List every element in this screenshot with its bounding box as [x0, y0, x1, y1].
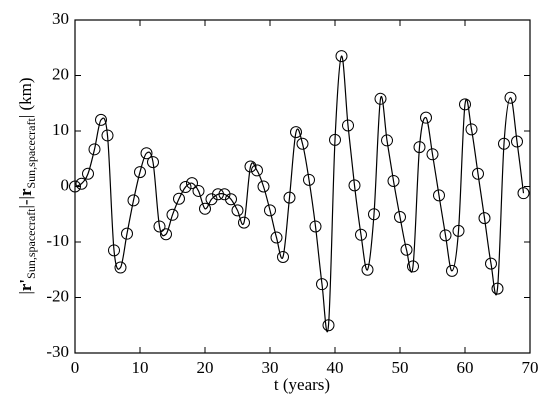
- data-point: [179, 181, 192, 194]
- data-point: [316, 278, 328, 291]
- y-label-part: Sun,spacecraft: [24, 208, 38, 279]
- y-tick-label: 0: [61, 175, 70, 194]
- data-point: [140, 147, 153, 160]
- x-tick-label: 10: [132, 358, 149, 377]
- data-point: [251, 164, 263, 177]
- data-point: [88, 143, 101, 156]
- data-point: [244, 160, 257, 173]
- data-point: [491, 282, 504, 295]
- x-tick-label: 50: [392, 358, 409, 377]
- data-point: [82, 167, 94, 180]
- y-label-part: |: [16, 291, 35, 294]
- data-point: [186, 177, 198, 190]
- data-point: [270, 231, 283, 244]
- data-point: [374, 92, 387, 105]
- data-point: [407, 260, 419, 273]
- y-tick-label: 10: [52, 120, 69, 139]
- data-point: [322, 319, 335, 332]
- data-point: [426, 148, 439, 161]
- data-point: [439, 229, 452, 242]
- x-tick-label: 0: [71, 358, 80, 377]
- data-point: [121, 227, 133, 240]
- data-point: [465, 123, 478, 136]
- x-tick-label: 70: [522, 358, 539, 377]
- data-point: [75, 177, 88, 190]
- y-label-part: |-|: [16, 196, 35, 208]
- y-label-part: | (km): [16, 77, 35, 118]
- data-point: [257, 180, 270, 193]
- data-line: [74, 55, 525, 333]
- y-label-part: Sun,spacecraft: [24, 118, 38, 189]
- data-point: [511, 135, 523, 148]
- data-point: [147, 156, 159, 169]
- plot-frame: [74, 19, 531, 354]
- data-point: [108, 244, 120, 257]
- y-label-part: r: [16, 188, 35, 196]
- data-point: [277, 250, 289, 263]
- data-point: [387, 174, 400, 187]
- data-point: [335, 50, 348, 63]
- data-point: [400, 243, 413, 256]
- data-point: [452, 224, 465, 237]
- y-tick-label: -10: [46, 231, 69, 250]
- data-point: [101, 129, 114, 142]
- data-point: [504, 91, 517, 104]
- data-point: [485, 257, 497, 270]
- data-point: [309, 220, 322, 233]
- x-tick-label: 60: [457, 358, 474, 377]
- data-point: [296, 137, 309, 150]
- data-point: [368, 208, 380, 221]
- data-point: [446, 264, 458, 277]
- data-point: [413, 141, 426, 154]
- data-point: [381, 134, 393, 147]
- data-point: [348, 179, 361, 192]
- data-point: [264, 204, 276, 217]
- y-axis-label: |r'Sun,spacecraft|-|rSun,spacecraft| (km…: [16, 77, 38, 294]
- data-point: [160, 228, 172, 241]
- data-point: [192, 184, 205, 197]
- data-point: [472, 167, 484, 180]
- data-point: [342, 119, 354, 132]
- data-point: [225, 193, 237, 206]
- y-label-part: r': [16, 279, 35, 291]
- data-point: [433, 189, 445, 202]
- data-point: [394, 211, 406, 224]
- data-point: [303, 173, 315, 186]
- data-point: [166, 208, 179, 221]
- data-point: [355, 228, 367, 241]
- data-point: [361, 263, 374, 276]
- data-point: [231, 204, 244, 217]
- data-point: [498, 137, 510, 150]
- data-point: [329, 133, 341, 146]
- x-tick-label: 40: [327, 358, 344, 377]
- x-tick-label: 30: [262, 358, 279, 377]
- data-point: [283, 191, 296, 204]
- x-tick-label: 20: [197, 358, 214, 377]
- data-point: [420, 111, 432, 124]
- data-point: [517, 187, 530, 200]
- data-point: [478, 212, 491, 225]
- y-tick-label: -30: [46, 342, 69, 361]
- x-axis-label: t (years): [274, 375, 330, 394]
- data-point: [69, 180, 81, 193]
- data-point: [238, 216, 250, 229]
- data-point: [199, 202, 211, 215]
- y-tick-label: -20: [46, 286, 69, 305]
- data-point: [134, 166, 146, 179]
- data-point: [290, 126, 302, 139]
- y-tick-label: 30: [52, 9, 69, 28]
- data-point: [212, 188, 224, 201]
- y-tick-label: 20: [52, 64, 69, 83]
- data-point: [459, 98, 471, 111]
- data-point: [95, 113, 107, 126]
- data-point: [127, 194, 140, 207]
- data-point: [114, 261, 127, 274]
- data-point: [173, 192, 185, 205]
- data-point: [153, 220, 166, 233]
